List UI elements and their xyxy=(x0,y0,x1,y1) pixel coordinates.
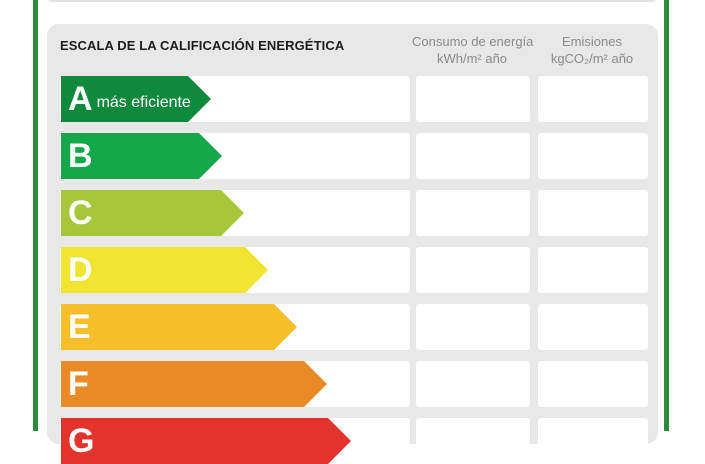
emissions-cell-b xyxy=(538,133,648,179)
energy-cell-d xyxy=(416,247,530,293)
rating-arrow-d: D xyxy=(61,247,268,293)
emissions-cell-g xyxy=(538,418,648,464)
scale-title: ESCALA DE LA CALIFICACIÓN ENERGÉTICA xyxy=(60,38,345,53)
top-section-box xyxy=(47,0,657,2)
label-border-right xyxy=(664,0,669,431)
rating-arrow-g: G xyxy=(61,418,351,464)
rating-caption: más eficiente xyxy=(96,94,191,111)
rating-arrow-e: E xyxy=(61,304,297,350)
energy-consumption-label: Consumo de energía xyxy=(412,34,534,49)
energy-consumption-unit: kWh/m² año xyxy=(436,51,508,66)
emissions-cell-e xyxy=(538,304,648,350)
energy-cell-f xyxy=(416,361,530,407)
rating-arrow-c: C xyxy=(61,190,244,236)
energy-cell-g xyxy=(416,418,530,464)
rating-letter: C xyxy=(68,194,93,232)
rating-letter: D xyxy=(68,251,93,289)
emissions-cell-c xyxy=(538,190,648,236)
energy-cell-c xyxy=(416,190,530,236)
rating-letter: B xyxy=(68,137,93,175)
energy-cell-a xyxy=(416,76,530,122)
energy-cell-e xyxy=(416,304,530,350)
emissions-cell-d xyxy=(538,247,648,293)
rating-arrow-b: B xyxy=(61,133,222,179)
emissions-label: Emisiones xyxy=(562,34,622,49)
energy-cell-b xyxy=(416,133,530,179)
emissions-header: Emisiones kgCO₂/m² año xyxy=(534,33,650,67)
energy-consumption-header: Consumo de energía kWh/m² año xyxy=(412,33,534,67)
emissions-cell-f xyxy=(538,361,648,407)
rating-letter: G xyxy=(68,422,95,460)
rating-arrow-f: F xyxy=(61,361,327,407)
label-border-left xyxy=(33,0,38,431)
rating-letter: E xyxy=(68,308,91,346)
emissions-unit: kgCO₂/m² año xyxy=(550,51,634,66)
rating-letter: A xyxy=(68,80,93,118)
rating-letter: F xyxy=(68,365,89,403)
emissions-cell-a xyxy=(538,76,648,122)
